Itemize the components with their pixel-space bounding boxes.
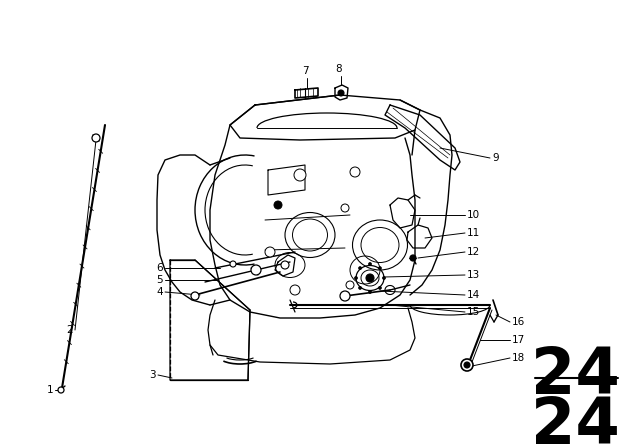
Text: 8: 8 bbox=[336, 64, 342, 74]
Circle shape bbox=[358, 286, 362, 289]
Text: 10: 10 bbox=[467, 210, 480, 220]
Circle shape bbox=[191, 292, 199, 300]
Circle shape bbox=[338, 90, 344, 96]
Text: 17: 17 bbox=[512, 335, 525, 345]
Text: 4: 4 bbox=[156, 287, 163, 297]
Text: 3: 3 bbox=[149, 370, 156, 380]
Text: 16: 16 bbox=[512, 317, 525, 327]
Text: 13: 13 bbox=[467, 270, 480, 280]
Circle shape bbox=[358, 267, 362, 270]
Circle shape bbox=[58, 387, 64, 393]
Text: 24: 24 bbox=[531, 345, 620, 407]
Circle shape bbox=[464, 362, 470, 368]
Circle shape bbox=[369, 263, 371, 266]
Circle shape bbox=[281, 261, 289, 269]
Circle shape bbox=[265, 247, 275, 257]
Circle shape bbox=[346, 281, 354, 289]
Circle shape bbox=[369, 290, 371, 293]
Text: 12: 12 bbox=[467, 247, 480, 257]
Circle shape bbox=[350, 167, 360, 177]
Circle shape bbox=[251, 265, 261, 275]
Text: 15: 15 bbox=[467, 307, 480, 317]
Text: 9: 9 bbox=[492, 153, 499, 163]
Circle shape bbox=[378, 286, 381, 289]
Text: 11: 11 bbox=[467, 228, 480, 238]
Text: 6: 6 bbox=[156, 263, 163, 273]
Text: 18: 18 bbox=[512, 353, 525, 363]
Text: 5: 5 bbox=[156, 275, 163, 285]
Text: 24: 24 bbox=[531, 395, 620, 448]
Circle shape bbox=[274, 201, 282, 209]
Circle shape bbox=[383, 276, 385, 280]
Circle shape bbox=[230, 261, 236, 267]
Text: 2: 2 bbox=[67, 325, 73, 335]
Circle shape bbox=[461, 359, 473, 371]
Circle shape bbox=[378, 267, 381, 270]
Text: 14: 14 bbox=[467, 290, 480, 300]
Circle shape bbox=[290, 285, 300, 295]
Circle shape bbox=[410, 255, 416, 261]
Circle shape bbox=[294, 169, 306, 181]
Circle shape bbox=[355, 276, 358, 280]
Text: 7: 7 bbox=[301, 66, 308, 76]
Circle shape bbox=[92, 134, 100, 142]
Text: 1: 1 bbox=[46, 385, 53, 395]
Circle shape bbox=[341, 204, 349, 212]
Circle shape bbox=[366, 274, 374, 282]
Circle shape bbox=[340, 291, 350, 301]
